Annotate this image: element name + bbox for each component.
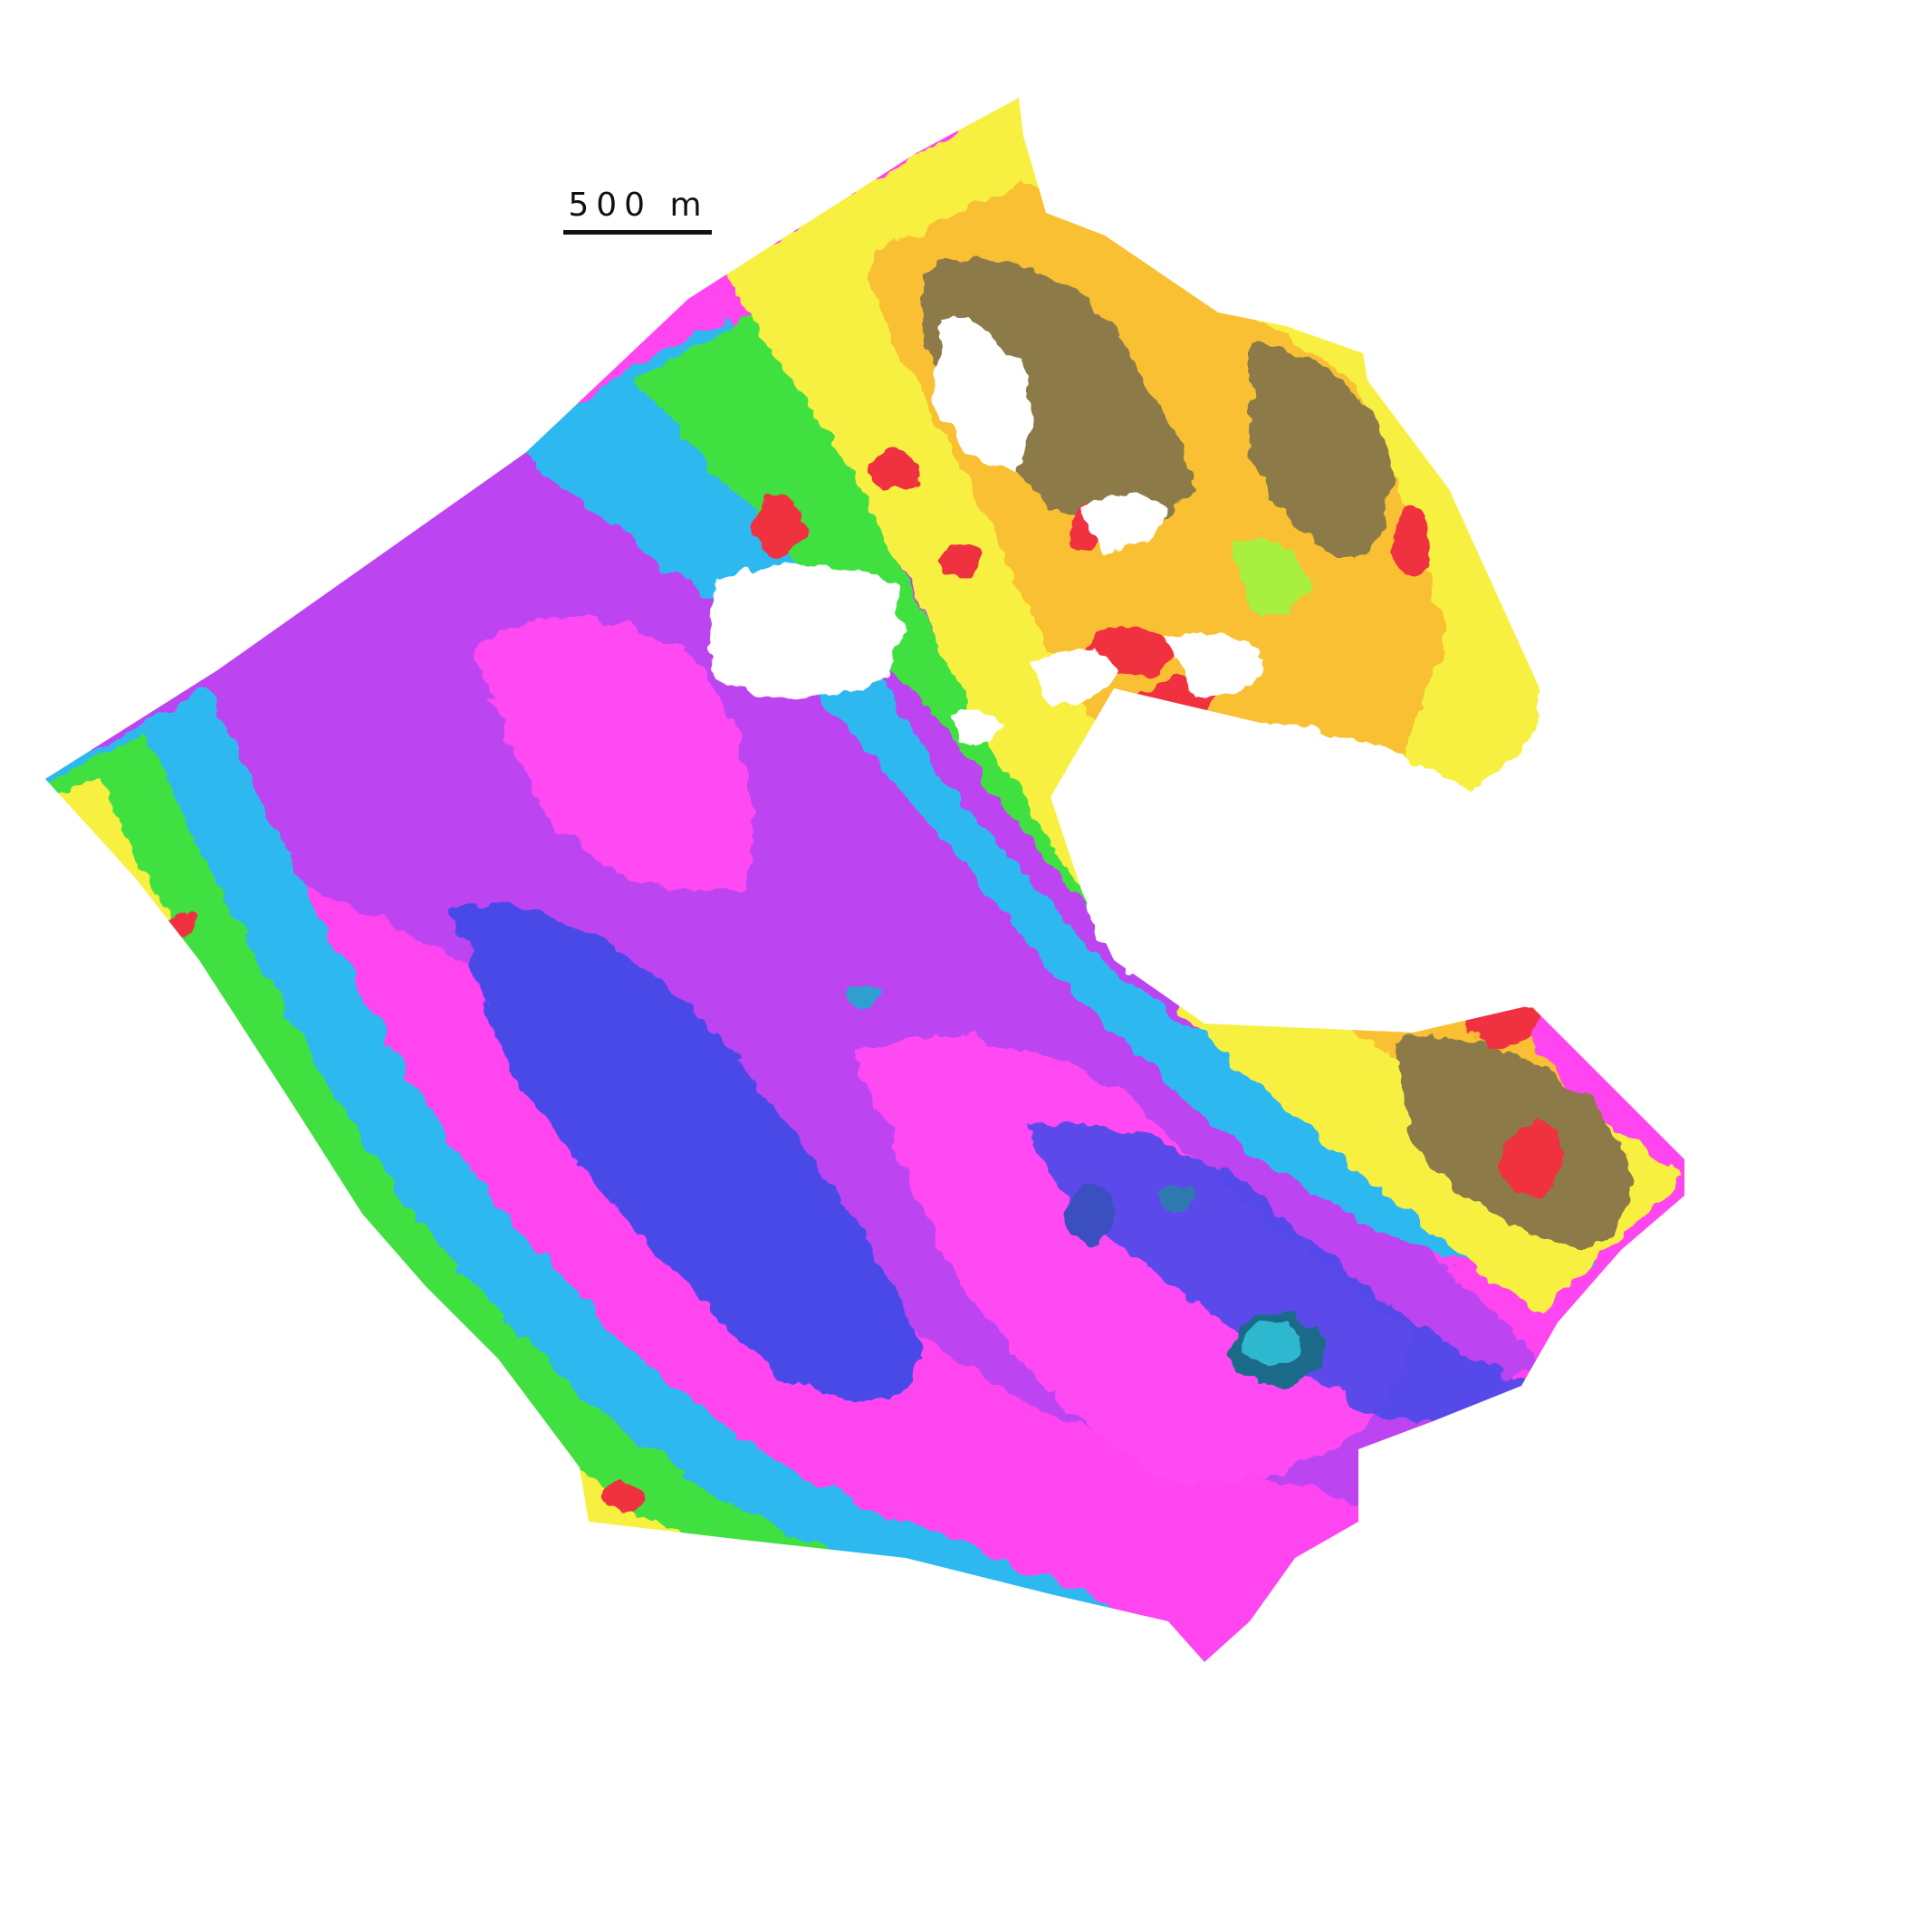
seamount [1230,1313,1324,1386]
scale-bar-icon [563,230,712,235]
blue-channel-east [1023,1122,1540,1422]
west-margin-cyan [45,688,1214,1662]
ne-shelf-brown-2 [1250,344,1391,562]
seamount-small [849,985,1195,1245]
ne-shelf-green-patch [1232,539,1313,612]
scale-bar-label: 500 m [568,187,709,224]
magenta-core-1 [471,616,753,891]
ne-shelf-brown-1 [924,258,1195,531]
blue-trough [453,903,924,1400]
survey-voids [706,315,1919,1010]
scale-bar: 500 m [561,187,715,241]
